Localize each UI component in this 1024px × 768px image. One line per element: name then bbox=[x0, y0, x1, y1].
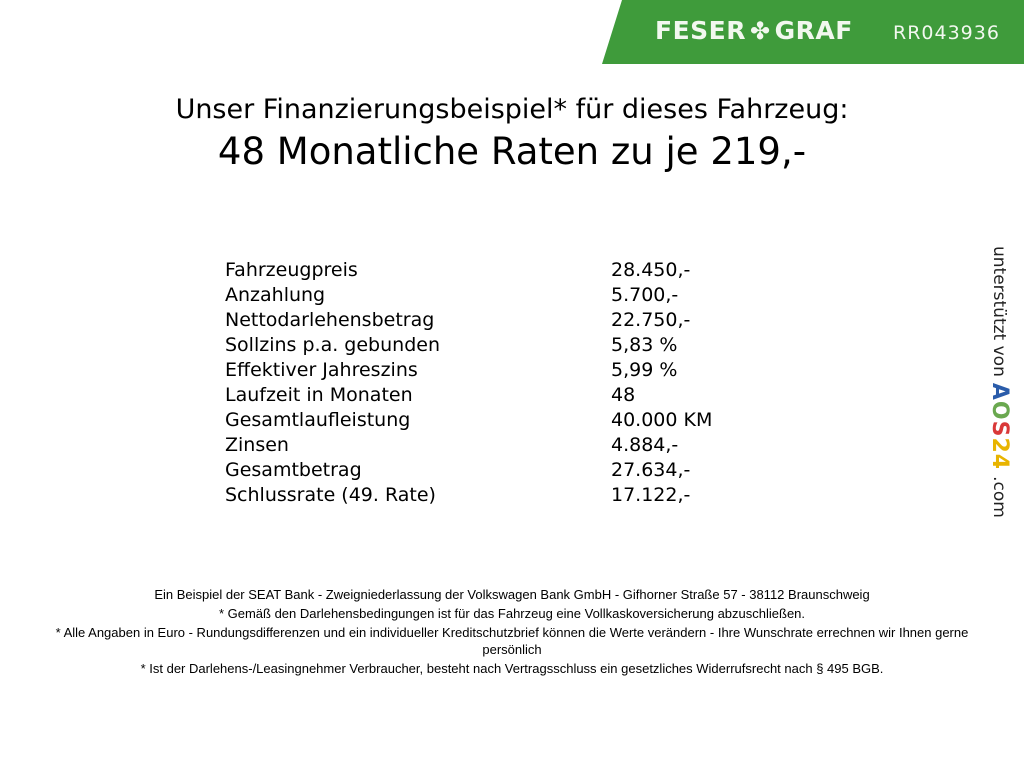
row-value: 17.122,- bbox=[611, 484, 691, 506]
row-value: 5.700,- bbox=[611, 284, 679, 306]
footer-note: * Gemäß den Darlehensbedingungen ist für… bbox=[218, 606, 806, 621]
finance-table: Fahrzeugpreis 28.450,- Anzahlung 5.700,- Net… bbox=[225, 258, 712, 508]
row-label: Laufzeit in Monaten bbox=[225, 384, 413, 406]
table-row: Schlussrate (49. Rate) 17.122,- bbox=[225, 483, 712, 508]
legal-footer: Ein Beispiel der SEAT Bank - Zweignieder… bbox=[50, 586, 974, 679]
table-row: Fahrzeugpreis 28.450,- bbox=[225, 258, 712, 283]
row-label: Effektiver Jahreszins bbox=[225, 359, 418, 381]
row-value: 27.634,- bbox=[611, 459, 691, 481]
monthly-rate-headline: 48 Monatliche Raten zu je 219,- bbox=[217, 130, 807, 173]
reference-number: RR043936 bbox=[893, 22, 1000, 44]
row-label: Gesamtlaufleistung bbox=[225, 409, 411, 431]
supported-by-text: unterstützt von bbox=[989, 246, 1010, 377]
row-label: Zinsen bbox=[225, 434, 289, 456]
aos24-logo: AOS24 bbox=[987, 382, 1012, 471]
brand-logo: FESER ✤ GRAF bbox=[655, 16, 853, 45]
table-row: Nettodarlehensbetrag 22.750,- bbox=[225, 308, 712, 333]
row-label: Nettodarlehensbetrag bbox=[225, 309, 435, 331]
row-value: 5,99 % bbox=[611, 359, 678, 381]
page-title: Unser Finanzierungsbeispiel* für dieses … bbox=[175, 94, 849, 125]
row-value: 28.450,- bbox=[611, 259, 691, 281]
table-row: Gesamtlaufleistung 40.000 KM bbox=[225, 408, 712, 433]
supported-by: unterstützt von AOS24 .com bbox=[987, 246, 1012, 518]
header-banner bbox=[602, 0, 1024, 64]
row-value: 40.000 KM bbox=[611, 409, 713, 431]
table-row: Sollzins p.a. gebunden 5,83 % bbox=[225, 333, 712, 358]
brand-name-1: FESER bbox=[655, 16, 746, 45]
footer-note: * Ist der Darlehens-/Leasingnehmer Verbr… bbox=[140, 661, 884, 676]
table-row: Effektiver Jahreszins 5,99 % bbox=[225, 358, 712, 383]
footer-note: * Alle Angaben in Euro - Rundungsdiffere… bbox=[55, 625, 969, 657]
brand-name-2: GRAF bbox=[774, 16, 853, 45]
row-label: Schlussrate (49. Rate) bbox=[225, 484, 436, 506]
row-value: 22.750,- bbox=[611, 309, 691, 331]
table-row: Gesamtbetrag 27.634,- bbox=[225, 458, 712, 483]
clover-icon: ✤ bbox=[750, 16, 771, 45]
row-label: Gesamtbetrag bbox=[225, 459, 362, 481]
row-label: Fahrzeugpreis bbox=[225, 259, 358, 281]
table-row: Laufzeit in Monaten 48 bbox=[225, 383, 712, 408]
row-value: 4.884,- bbox=[611, 434, 679, 456]
footer-note: Ein Beispiel der SEAT Bank - Zweignieder… bbox=[154, 587, 870, 602]
table-row: Anzahlung 5.700,- bbox=[225, 283, 712, 308]
row-value: 48 bbox=[611, 384, 636, 406]
row-label: Sollzins p.a. gebunden bbox=[225, 334, 440, 356]
table-row: Zinsen 4.884,- bbox=[225, 433, 712, 458]
domain-suffix: .com bbox=[989, 476, 1010, 518]
row-value: 5,83 % bbox=[611, 334, 678, 356]
row-label: Anzahlung bbox=[225, 284, 326, 306]
